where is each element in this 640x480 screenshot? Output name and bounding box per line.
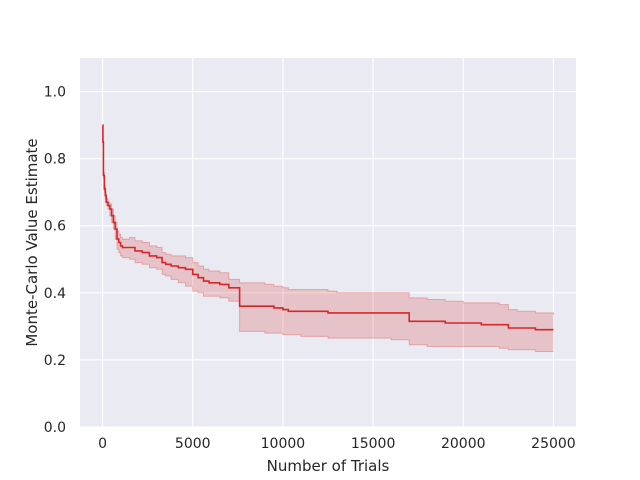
x-axis-label: Number of Trials xyxy=(267,457,390,475)
x-tick-label: 0 xyxy=(98,436,107,452)
y-tick-label: 0.2 xyxy=(44,353,66,369)
x-tick-label: 15000 xyxy=(351,436,396,452)
series-line xyxy=(102,124,554,331)
x-tick-label: 10000 xyxy=(261,436,306,452)
confidence-band-layer xyxy=(102,124,554,352)
y-tick-label: 0.8 xyxy=(44,152,66,168)
y-tick-label: 0.0 xyxy=(44,420,66,436)
y-tick-label: 0.6 xyxy=(44,219,66,235)
band-upper-edge xyxy=(102,124,554,315)
series-line-layer xyxy=(102,124,554,331)
y-tick-label: 1.0 xyxy=(44,85,66,101)
y-axis-label: Monte-Carlo Value Estimate xyxy=(23,138,41,346)
plot-background xyxy=(80,58,576,427)
x-tick-label: 5000 xyxy=(175,436,211,452)
band-lower-edge xyxy=(102,124,554,352)
tick-labels: 0 5000 10000 15000 20000 25000 0.0 0.2 0.4 0.6 0.8… xyxy=(44,85,576,452)
x-tick-label: 20000 xyxy=(441,436,486,452)
confidence-band xyxy=(102,125,554,352)
grid-lines xyxy=(80,58,576,428)
x-tick-label: 25000 xyxy=(531,436,576,452)
y-tick-label: 0.4 xyxy=(44,286,66,302)
